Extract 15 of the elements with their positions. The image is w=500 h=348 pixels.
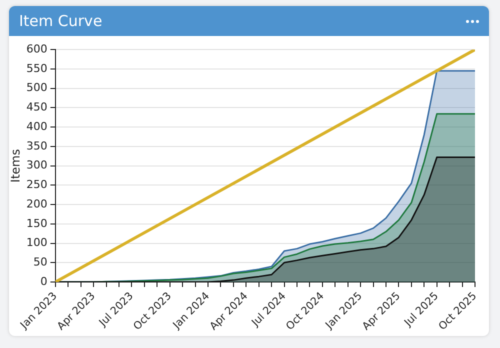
y-tick-label: 600 bbox=[26, 42, 48, 56]
y-tick-label: 350 bbox=[26, 139, 48, 152]
y-tick-label: 200 bbox=[26, 197, 48, 210]
y-axis-title: Items bbox=[8, 149, 22, 183]
y-tick-label: 300 bbox=[26, 158, 48, 172]
y-tick-label: 500 bbox=[26, 81, 48, 94]
y-tick-label: 450 bbox=[26, 100, 48, 114]
y-tick-label: 250 bbox=[26, 178, 48, 192]
y-tick-label: 100 bbox=[26, 236, 48, 250]
y-tick-label: 550 bbox=[26, 62, 48, 75]
y-tick-label: 400 bbox=[26, 120, 48, 133]
y-tick-label: 150 bbox=[26, 216, 48, 230]
chart-title: Item Curve bbox=[19, 12, 102, 30]
y-tick-label: 50 bbox=[33, 255, 48, 268]
y-tick-label: 0 bbox=[40, 274, 48, 288]
